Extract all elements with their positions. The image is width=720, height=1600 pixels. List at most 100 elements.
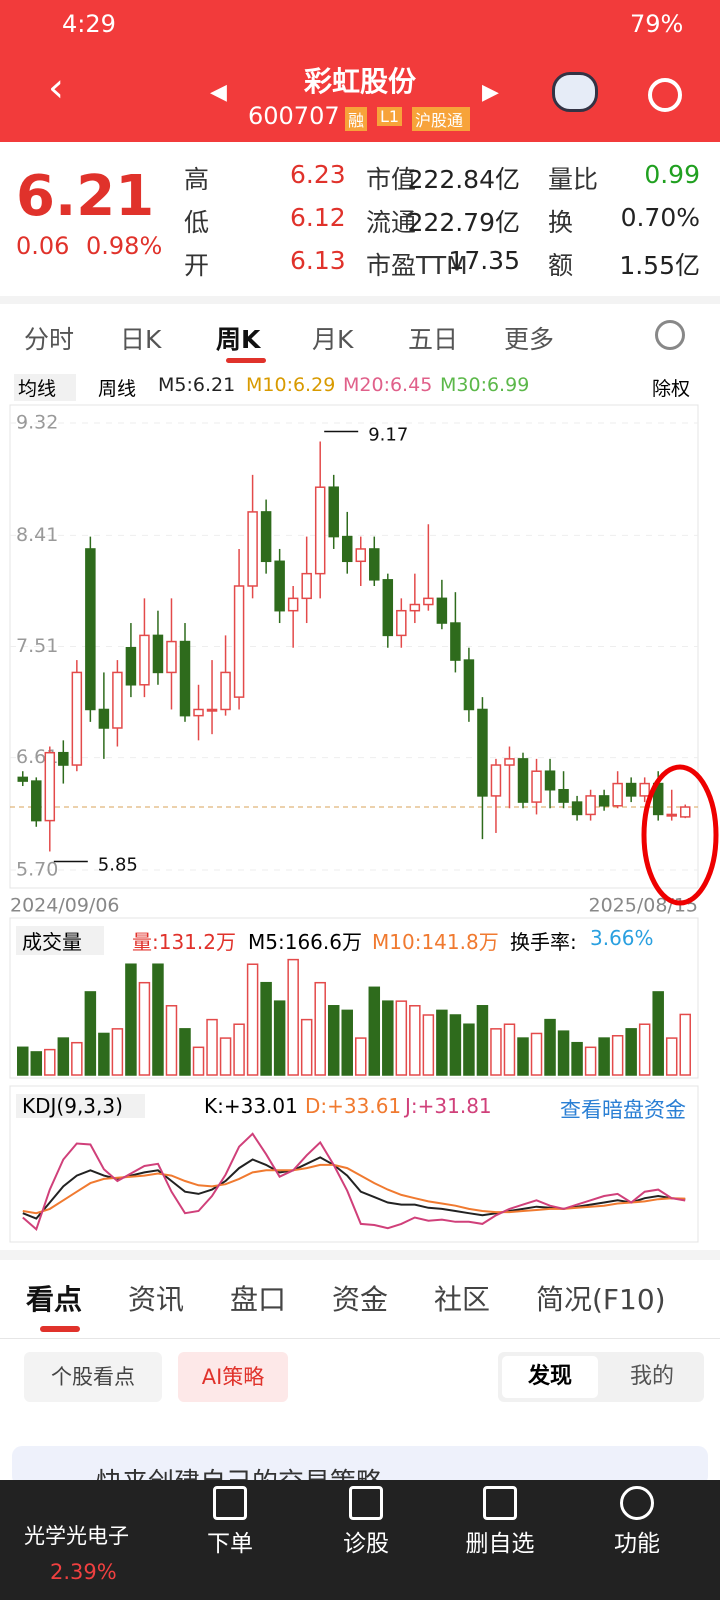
stat-label: 换 (548, 208, 574, 237)
next-stock[interactable]: ▶ (482, 80, 499, 105)
prev-stock[interactable]: ◀ (210, 80, 227, 105)
ma-selector[interactable]: 均线 (14, 374, 77, 401)
volume-bar (598, 1037, 610, 1076)
chip[interactable]: AI策略 (178, 1352, 288, 1402)
candle-body (490, 764, 502, 797)
candle-body (85, 548, 96, 711)
nav-label[interactable]: 下单 (207, 1531, 253, 1557)
annotation: 5.85 (98, 854, 138, 875)
news-tab[interactable]: 盘口 (230, 1283, 287, 1316)
toggle[interactable]: 我的 (629, 1364, 674, 1389)
search-button[interactable] (648, 78, 682, 112)
news-tab[interactable]: 资讯 (128, 1283, 185, 1316)
volume-bar (665, 1037, 678, 1076)
nav-label[interactable]: 功能 (614, 1531, 660, 1557)
y-tick-label: 5.70 (16, 859, 58, 881)
stock-code: 600707 (248, 102, 340, 130)
volume-bar (395, 1000, 408, 1076)
bottom-nav (0, 1480, 720, 1600)
candle-body (652, 782, 664, 816)
change-pct: 0.98% (86, 232, 163, 260)
volume-bar (355, 1037, 367, 1076)
stat-value: 17.35 (448, 246, 520, 275)
battery: 79% (630, 10, 684, 38)
volume-bar (84, 991, 97, 1076)
nav-label[interactable]: 删自选 (465, 1531, 535, 1557)
volume-bar (638, 1023, 651, 1076)
candle-body (44, 751, 56, 822)
volume-bar (165, 1005, 178, 1076)
ma20: M20:6.45 (343, 374, 433, 396)
period-tab[interactable]: 五日 (408, 325, 459, 354)
volume-bar (206, 1018, 218, 1076)
stat-label: 额 (548, 251, 574, 280)
news-tab[interactable]: 社区 (434, 1283, 491, 1316)
period-tab[interactable]: 周K (216, 325, 261, 354)
clock: 4:29 (62, 10, 116, 38)
stat-value: 6.13 (290, 246, 346, 275)
panel-frame (9, 917, 699, 1079)
settings-icon[interactable] (655, 320, 685, 350)
period-tab[interactable]: 更多 (504, 325, 555, 354)
kdj-title[interactable]: KDJ(9,3,3) (16, 1094, 145, 1118)
volume-bar (382, 1000, 394, 1076)
stat-value: 222.84亿 (407, 165, 520, 194)
volume-bar (449, 1014, 462, 1076)
badge: 融 (345, 107, 368, 131)
stat-value: 0.99 (644, 160, 700, 189)
kdj-j: J:+31.81 (405, 1094, 492, 1118)
nav-icon[interactable] (483, 1486, 517, 1520)
dark-pool-link[interactable]: 查看暗盘资金 (560, 1098, 686, 1122)
nav-label[interactable]: 诊股 (343, 1531, 389, 1557)
news-tab[interactable]: 看点 (26, 1283, 83, 1316)
candle-body (179, 640, 191, 717)
volume-bar (17, 1046, 29, 1076)
sector[interactable]: 光学光电子 (24, 1524, 129, 1548)
candle-body (31, 780, 42, 822)
toggle[interactable]: 发现 (502, 1356, 598, 1398)
candle-body (423, 597, 434, 606)
x-end-label: 2025/08/15 (588, 895, 698, 917)
volume-bar (98, 1032, 110, 1076)
candle-body (58, 751, 69, 766)
ma-period: 周线 (98, 378, 137, 400)
vol-m5: M5:166.6万 (248, 930, 362, 954)
volume-bar (409, 1005, 421, 1076)
ma10: M10:6.29 (246, 374, 336, 396)
candle-body (139, 634, 150, 686)
candle-body (477, 708, 488, 797)
period-tab[interactable]: 月K (312, 325, 354, 354)
candle-body (558, 788, 569, 803)
candle-body (233, 585, 245, 698)
change: 0.06 (16, 232, 70, 260)
stat-value: 1.55亿 (619, 251, 700, 280)
annotation: 9.17 (368, 425, 408, 446)
adjust[interactable]: 除权 (652, 378, 691, 400)
period-tab[interactable]: 分时 (24, 325, 75, 354)
back-button[interactable]: ‹ (48, 65, 64, 111)
ma30: M30:6.99 (440, 374, 530, 396)
volume-bar (300, 1018, 313, 1076)
chip[interactable]: 个股看点 (24, 1352, 162, 1402)
candle-body (639, 782, 650, 797)
nav-icon[interactable] (213, 1486, 247, 1520)
volume-bar (517, 1037, 529, 1076)
candle-body (504, 758, 515, 766)
volume-bar (571, 1041, 583, 1076)
vol-title[interactable]: 成交量 (16, 926, 104, 955)
ma5: M5:6.21 (158, 374, 236, 396)
robot-icon[interactable] (552, 72, 598, 112)
vol-m10: M10:141.8万 (372, 930, 499, 954)
candle-body (355, 548, 367, 563)
volume-bar (463, 1023, 475, 1076)
candle-body (612, 782, 623, 807)
nav-icon[interactable] (620, 1486, 654, 1520)
candle-body (301, 572, 312, 600)
period-tab[interactable]: 日K (120, 325, 162, 354)
volume-bar (152, 963, 164, 1076)
news-tab[interactable]: 资金 (332, 1283, 389, 1316)
volume-bar (611, 1035, 624, 1076)
nav-icon[interactable] (349, 1486, 383, 1520)
news-tab[interactable]: 简况(F10) (536, 1283, 666, 1316)
